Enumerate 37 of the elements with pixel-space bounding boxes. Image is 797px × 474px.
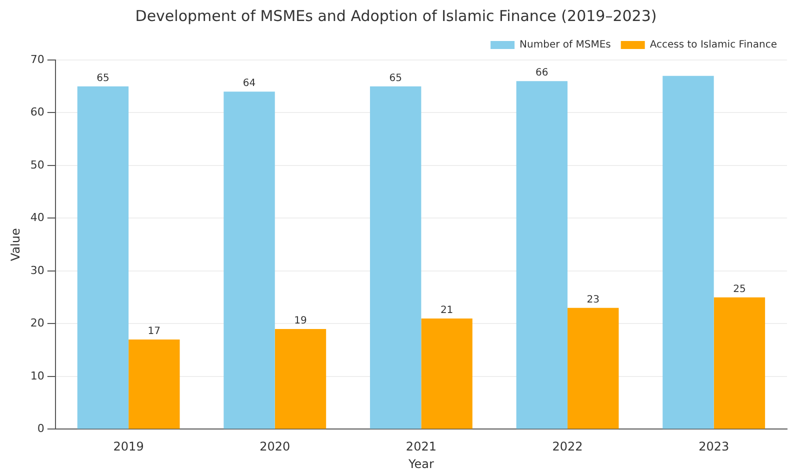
y-tick-label: 50 — [30, 158, 44, 172]
data-label: 65 — [389, 72, 402, 84]
bar — [421, 318, 472, 429]
x-tick-label: 2019 — [113, 440, 144, 454]
y-tick-label: 20 — [30, 316, 44, 330]
data-label: 17 — [148, 326, 161, 338]
data-label: 25 — [733, 284, 746, 295]
data-label: 66 — [536, 68, 548, 79]
data-label: 64 — [242, 78, 256, 90]
x-axis-title: Year — [407, 456, 434, 471]
x-tick-label: 2023 — [698, 440, 730, 454]
y-tick-label: 70 — [30, 52, 44, 66]
data-label: 65 — [96, 72, 110, 84]
x-tick-label: 2020 — [260, 440, 290, 454]
y-tick-label: 30 — [30, 264, 44, 277]
bar — [77, 86, 129, 429]
data-label: 21 — [440, 305, 454, 316]
y-tick-label: 0 — [37, 422, 44, 436]
y-axis-title: Value — [8, 228, 22, 262]
bar — [370, 86, 422, 429]
legend-label: Access to Islamic Finance — [650, 40, 778, 51]
bar — [128, 340, 180, 429]
x-tick-label: 2022 — [552, 440, 583, 454]
chart-title: Development of MSMEs and Adoption of Islamic Finance (2019–2023) — [135, 6, 657, 25]
bar — [568, 308, 619, 429]
y-tick-label: 60 — [30, 106, 44, 119]
data-label: 19 — [294, 316, 307, 327]
x-tick-label: 2021 — [406, 440, 436, 454]
bar — [714, 297, 766, 429]
bar — [224, 92, 275, 429]
bar — [662, 76, 714, 429]
legend-label: Number of MSMEs — [520, 40, 611, 51]
bar — [516, 81, 568, 429]
y-tick-label: 40 — [30, 211, 44, 224]
y-tick-label: 10 — [30, 369, 44, 382]
data-label: 23 — [586, 294, 600, 306]
bar — [274, 328, 326, 429]
